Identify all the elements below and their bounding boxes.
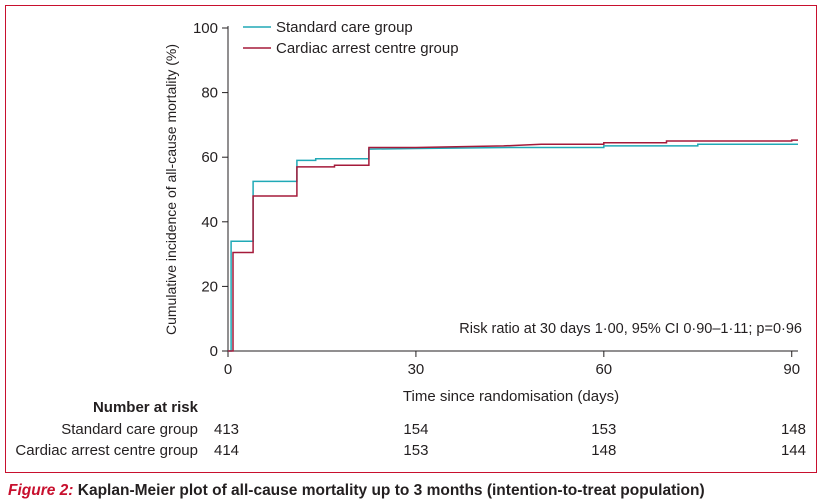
- x-tick-label: 30: [408, 361, 425, 378]
- figure-label: Figure 2:: [8, 482, 74, 499]
- legend: Standard care group Cardiac arrest centre…: [243, 19, 459, 57]
- risk-value: 153: [591, 421, 616, 438]
- figure-frame: [5, 5, 817, 473]
- y-tick-label: 20: [201, 278, 218, 295]
- y-tick-label: 40: [201, 214, 218, 231]
- legend-label-2: Cardiac arrest centre group: [276, 40, 459, 57]
- figure-caption-text: Kaplan-Meier plot of all-cause mortality…: [77, 482, 705, 499]
- risk-table: Number at risk Standard care group 413 154 1…: [15, 399, 806, 459]
- risk-value: 148: [781, 421, 806, 438]
- curves: [228, 139, 798, 352]
- risk-row-label: Cardiac arrest centre group: [15, 442, 198, 459]
- axes: 0 20 40 60 80 100 Cumulative incidence of all-…: [163, 20, 802, 405]
- x-tick-label: 90: [783, 361, 800, 378]
- series-line-2: [228, 139, 798, 352]
- km-chart: 0 20 40 60 80 100 Cumulative incidence of all-…: [15, 19, 806, 459]
- risk-row-label: Standard care group: [61, 421, 198, 438]
- x-tick-label: 0: [224, 361, 232, 378]
- risk-value: 148: [591, 442, 616, 459]
- risk-value: 413: [214, 421, 239, 438]
- y-tick-label: 100: [193, 20, 218, 37]
- y-tick-label: 80: [201, 85, 218, 102]
- y-tick-label: 0: [210, 343, 218, 360]
- risk-value: 414: [214, 442, 239, 459]
- x-tick-label: 60: [595, 361, 612, 378]
- risk-value: 154: [403, 421, 428, 438]
- risk-value: 153: [403, 442, 428, 459]
- x-axis-label: Time since randomisation (days): [403, 388, 619, 405]
- risk-table-header: Number at risk: [93, 399, 199, 416]
- y-axis-label: Cumulative incidence of all-cause mortal…: [163, 44, 179, 335]
- annotation-text: Risk ratio at 30 days 1·00, 95% CI 0·90–…: [459, 321, 802, 337]
- risk-value: 144: [781, 442, 806, 459]
- figure-caption: Figure 2: Kaplan-Meier plot of all-cause…: [8, 482, 705, 500]
- y-tick-label: 60: [201, 149, 218, 166]
- series-line-1: [228, 143, 798, 352]
- legend-label-1: Standard care group: [276, 19, 413, 36]
